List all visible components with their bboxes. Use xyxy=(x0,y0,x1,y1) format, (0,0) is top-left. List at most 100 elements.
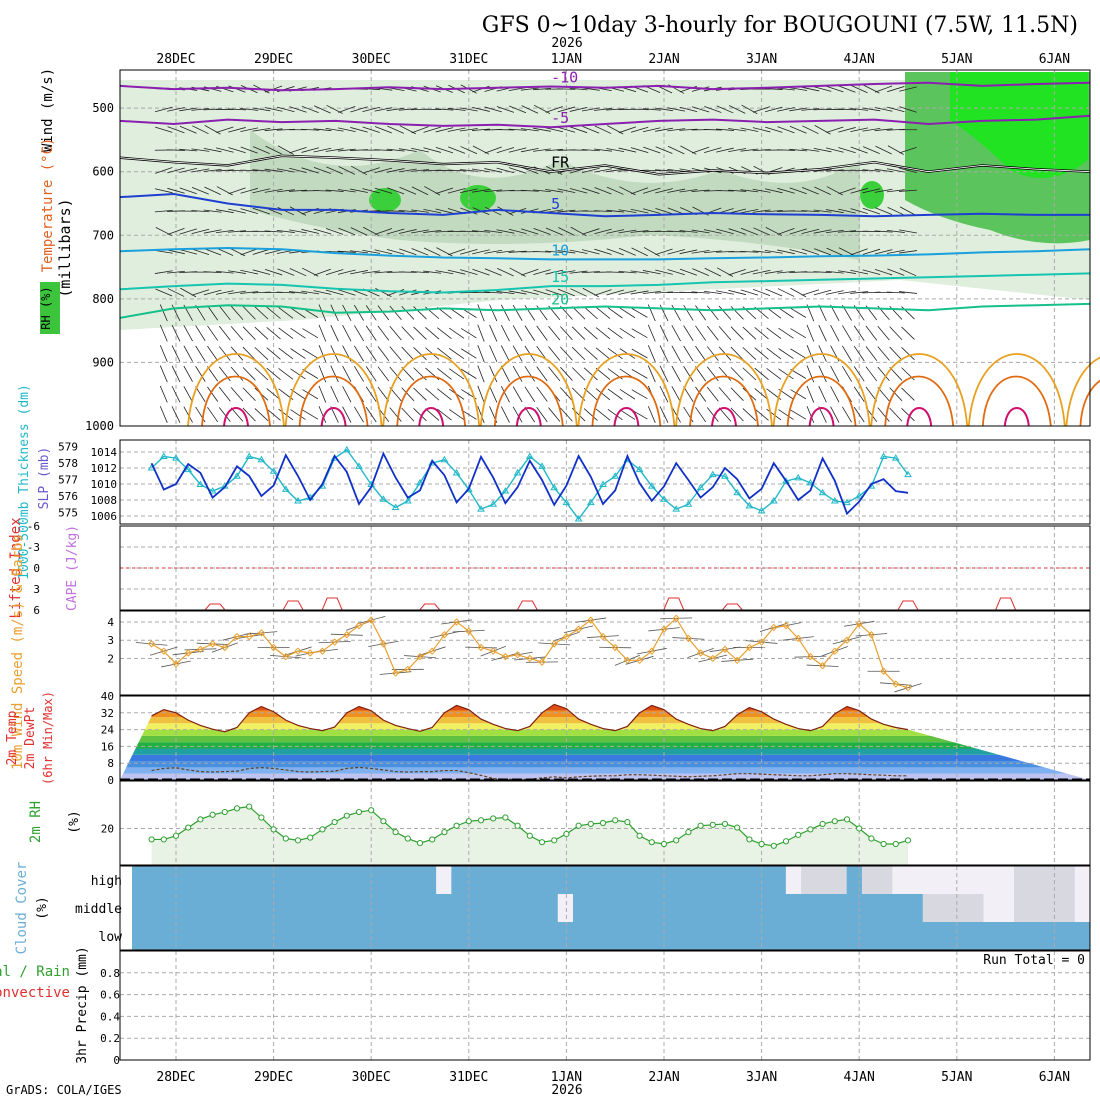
wind-barb xyxy=(594,125,612,134)
wind-speed-point xyxy=(282,652,290,661)
wind-barb xyxy=(207,366,219,382)
wind-barb xyxy=(789,87,808,91)
cloud-cell xyxy=(785,922,802,951)
wind-barb xyxy=(337,250,356,253)
wind-barb xyxy=(532,251,552,253)
wind-barb xyxy=(728,128,747,132)
wind-barb xyxy=(386,210,405,212)
wind-barb xyxy=(484,249,503,254)
wind-barb xyxy=(801,289,820,296)
wind-barb xyxy=(874,249,893,255)
wind-barb xyxy=(806,365,815,383)
pressure-axis-label: (millibars) xyxy=(56,198,74,297)
rh-point xyxy=(648,839,655,846)
wind-barb xyxy=(790,368,807,379)
wind-barb xyxy=(277,268,295,276)
wind-barb xyxy=(830,406,840,423)
precip-axis-label: 3hr Precip (mm) xyxy=(75,946,90,1063)
thickness-point xyxy=(281,485,290,492)
wind-barb xyxy=(155,106,173,113)
temp-band xyxy=(120,748,1090,755)
wind-barb xyxy=(411,248,429,256)
wind-barb xyxy=(706,407,719,422)
cloud-cell xyxy=(314,894,331,923)
thickness-point xyxy=(257,455,266,463)
wind-barb xyxy=(778,368,794,380)
wind-tick-label: 4 xyxy=(107,616,114,629)
thickness-point xyxy=(184,465,193,473)
wind-barb xyxy=(215,270,234,274)
cloud-cell xyxy=(360,894,376,923)
chart-title: GFS 0~10day 3-hourly for BOUGOUNI (7.5W,… xyxy=(482,13,1078,38)
cloud-cell xyxy=(785,894,802,923)
wind-barb xyxy=(752,269,771,275)
cloud-cell xyxy=(998,866,1015,895)
wind-barb xyxy=(875,145,892,155)
slp-frame xyxy=(119,439,1091,525)
wind-tick-label: 3 xyxy=(107,634,114,647)
wind-barb xyxy=(548,346,561,361)
li-bump xyxy=(721,603,743,611)
wind-barb xyxy=(521,105,539,114)
wind-barb xyxy=(607,347,623,360)
top-date-label: 31DEC xyxy=(449,52,488,67)
cloud-cell xyxy=(801,922,817,951)
cloud-cell xyxy=(420,894,437,923)
cloud-cell xyxy=(861,922,878,951)
wind-barb xyxy=(318,406,327,424)
cloud-cell xyxy=(420,922,437,951)
wind-barb xyxy=(167,288,185,297)
wind-speed-point xyxy=(696,649,705,657)
pressure-tick-label: 700 xyxy=(92,228,114,242)
wind-barb xyxy=(619,388,636,400)
wind-speed-point xyxy=(867,631,876,639)
wind-barb xyxy=(593,210,613,212)
wind-barb xyxy=(398,148,417,152)
wind-barb xyxy=(254,306,269,320)
wind-barb xyxy=(472,168,490,173)
wind-barb xyxy=(489,324,498,342)
wind-barb xyxy=(557,126,576,133)
rh-point xyxy=(343,812,350,819)
cloud-cell xyxy=(633,894,650,923)
rh-shade-patch xyxy=(860,181,884,209)
cloud-cell xyxy=(405,866,422,895)
wind-speed-point xyxy=(587,616,595,624)
rh-point xyxy=(380,818,387,825)
wind-barb xyxy=(704,105,722,113)
wind-barb xyxy=(814,248,832,256)
temp-band xyxy=(120,729,1090,736)
isotherm-line xyxy=(119,114,1091,129)
cloud-cell xyxy=(983,922,1000,951)
wind-barb xyxy=(899,250,917,254)
wind-barb xyxy=(766,408,782,421)
wind-barb xyxy=(899,291,917,294)
cloud-cell xyxy=(496,922,513,951)
wind-barb xyxy=(826,85,844,93)
rh-point xyxy=(904,837,912,844)
cloud-cell xyxy=(496,866,513,895)
wind-barb xyxy=(730,306,744,320)
wind-barb xyxy=(278,327,294,339)
wind-barb xyxy=(754,367,769,380)
top-date-label: 30DEC xyxy=(352,52,391,67)
thickness-point xyxy=(721,472,729,479)
wind-barb xyxy=(302,348,319,359)
pbl-contour-inner xyxy=(515,407,542,427)
wind-barb xyxy=(276,189,295,193)
thickness-point xyxy=(440,455,449,463)
wind-barb xyxy=(581,149,600,152)
wind-barb xyxy=(789,148,808,152)
wind-barb xyxy=(862,107,881,112)
thickness-point xyxy=(269,467,278,474)
cloud-cell xyxy=(314,922,331,951)
cloud-cell xyxy=(436,922,452,951)
cloud-cell xyxy=(192,894,209,923)
wind-barb xyxy=(524,386,536,402)
wind-barb xyxy=(716,228,734,235)
pbl-contour-mid xyxy=(689,375,759,427)
wind-barb xyxy=(387,289,405,296)
wind-barb xyxy=(754,327,769,340)
wind-barb xyxy=(191,289,210,296)
rh-tick-label: 20 xyxy=(101,822,114,835)
